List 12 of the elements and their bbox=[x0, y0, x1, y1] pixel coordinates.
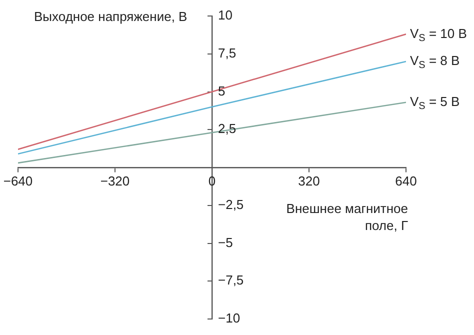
y-tick-label: −7,5 bbox=[218, 272, 244, 288]
x-tick-label: −320 bbox=[100, 174, 130, 189]
x-tick-label: −640 bbox=[3, 174, 33, 189]
y-tick-label: −10 bbox=[218, 310, 240, 326]
x-axis-title: Внешнее магнитное поле, Г bbox=[285, 200, 408, 234]
y-tick-label: −2,5 bbox=[218, 196, 244, 212]
x-tick-label: 640 bbox=[395, 174, 417, 189]
y-axis-title: Выходное напряжение, В bbox=[34, 9, 188, 24]
y-tick-label: 10 bbox=[218, 8, 232, 23]
y-tick-label: −5 bbox=[218, 234, 233, 250]
x-tick-label: 320 bbox=[298, 174, 320, 189]
y-tick-label: 7,5 bbox=[218, 45, 236, 60]
